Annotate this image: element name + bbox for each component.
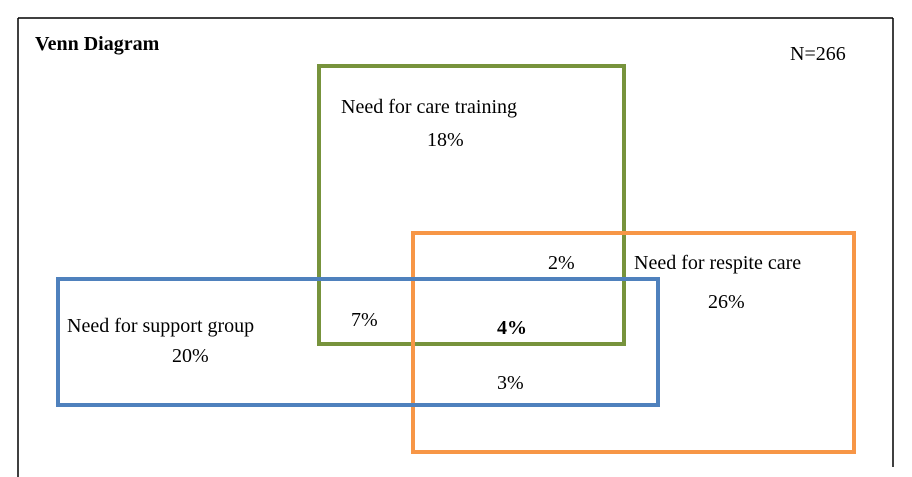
region-value: 3% bbox=[497, 372, 524, 394]
region-value: 20% bbox=[172, 345, 209, 367]
set-training bbox=[317, 64, 626, 346]
title: Venn Diagram bbox=[35, 33, 160, 55]
set-support bbox=[56, 277, 660, 407]
region-value: 18% bbox=[427, 129, 464, 151]
set-label: Need for support group bbox=[67, 315, 255, 337]
region-value: 4% bbox=[497, 317, 527, 339]
region-value: 7% bbox=[351, 309, 378, 331]
region-value: 26% bbox=[708, 291, 745, 313]
n-label: N=266 bbox=[790, 43, 846, 65]
set-label: Need for respite care bbox=[634, 252, 802, 274]
region-value: 2% bbox=[548, 252, 575, 274]
set-respite bbox=[411, 231, 856, 454]
set-label: Need for care training bbox=[341, 96, 518, 118]
